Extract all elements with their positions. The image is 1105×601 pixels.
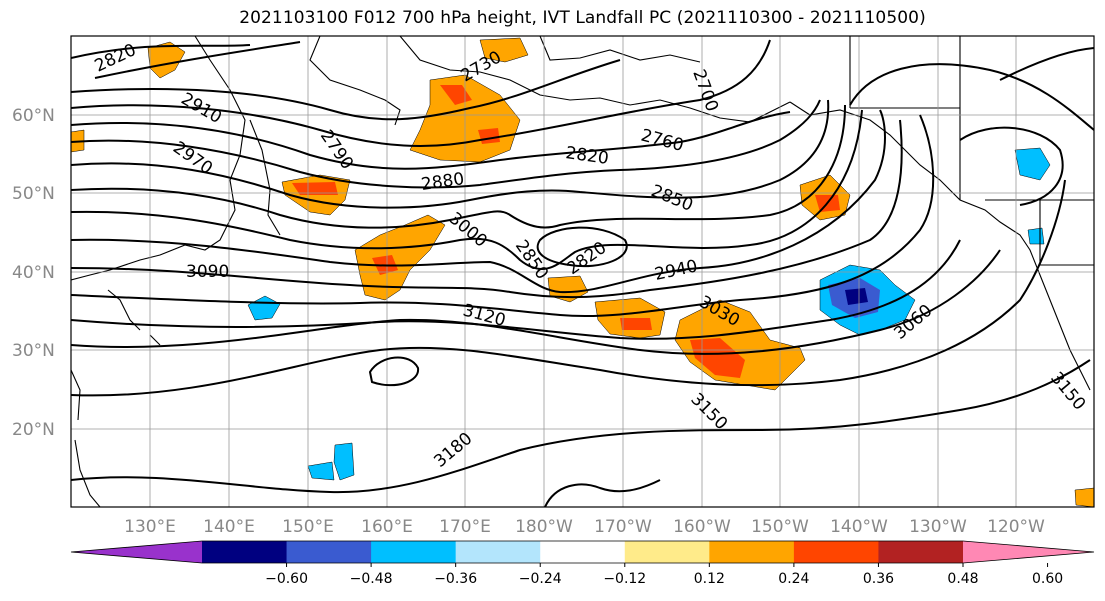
colorbar: −0.60 −0.48 −0.36 −0.24 −0.12 0.12 0.24 0.36 0.4… xyxy=(70,540,1095,587)
colorbar-swatch xyxy=(286,541,372,563)
height-contours xyxy=(71,39,1094,507)
colorbar-tick-label: −0.60 xyxy=(265,571,308,587)
lon-label: 140°W xyxy=(830,517,888,537)
lat-label: 60°N xyxy=(12,106,55,126)
lon-label: 160°E xyxy=(361,517,413,537)
lon-label: 170°W xyxy=(594,517,652,537)
longitude-labels: 130°E 140°E 150°E 160°E 170°E 180°W 170°… xyxy=(124,517,1045,537)
colorbar-swatch xyxy=(540,541,626,563)
lat-label: 20°N xyxy=(12,420,55,440)
lon-label: 170°E xyxy=(439,517,491,537)
ivt-shading xyxy=(71,37,1094,507)
colorbar-tick-label: 0.12 xyxy=(694,571,725,587)
colorbar-tick-label: −0.48 xyxy=(350,571,393,587)
colorbar-tick-label: −0.12 xyxy=(603,571,646,587)
map-title: 2021103100 F012 700 hPa height, IVT Land… xyxy=(239,8,926,28)
colorbar-swatch xyxy=(793,541,879,563)
colorbar-extend-low xyxy=(71,541,202,563)
colorbar-tick-label: −0.24 xyxy=(519,571,562,587)
colorbar-tick-label: 0.48 xyxy=(947,571,978,587)
colorbar-extend-high xyxy=(963,541,1094,563)
colorbar-swatch xyxy=(709,541,795,563)
colorbar-outline xyxy=(70,540,1095,564)
colorbar-tick-label: 0.60 xyxy=(1032,571,1063,587)
lon-label: 120°W xyxy=(987,517,1045,537)
latitude-labels: 60°N 50°N 40°N 30°N 20°N xyxy=(12,106,55,440)
map-area xyxy=(71,36,1094,507)
lat-label: 40°N xyxy=(12,263,55,283)
colorbar-swatch xyxy=(371,541,457,563)
colorbar-swatch xyxy=(878,541,964,563)
colorbar-tick-label: 0.24 xyxy=(778,571,809,587)
lat-label: 30°N xyxy=(12,341,55,361)
coastlines xyxy=(71,36,1094,507)
colorbar-swatch xyxy=(202,541,288,563)
colorbar-swatch xyxy=(455,541,541,563)
colorbar-tick-label: −0.36 xyxy=(434,571,477,587)
lat-label: 50°N xyxy=(12,184,55,204)
contour-label: 3090 xyxy=(186,262,229,282)
lon-label: 180°W xyxy=(515,517,573,537)
colorbar-tick-label: 0.36 xyxy=(863,571,894,587)
lon-label: 140°E xyxy=(203,517,255,537)
lon-label: 130°W xyxy=(909,517,967,537)
lon-label: 150°E xyxy=(282,517,334,537)
lon-label: 160°W xyxy=(673,517,731,537)
lon-label: 130°E xyxy=(124,517,176,537)
lon-label: 150°W xyxy=(751,517,809,537)
map-frame xyxy=(70,35,1095,508)
colorbar-swatch xyxy=(624,541,710,563)
